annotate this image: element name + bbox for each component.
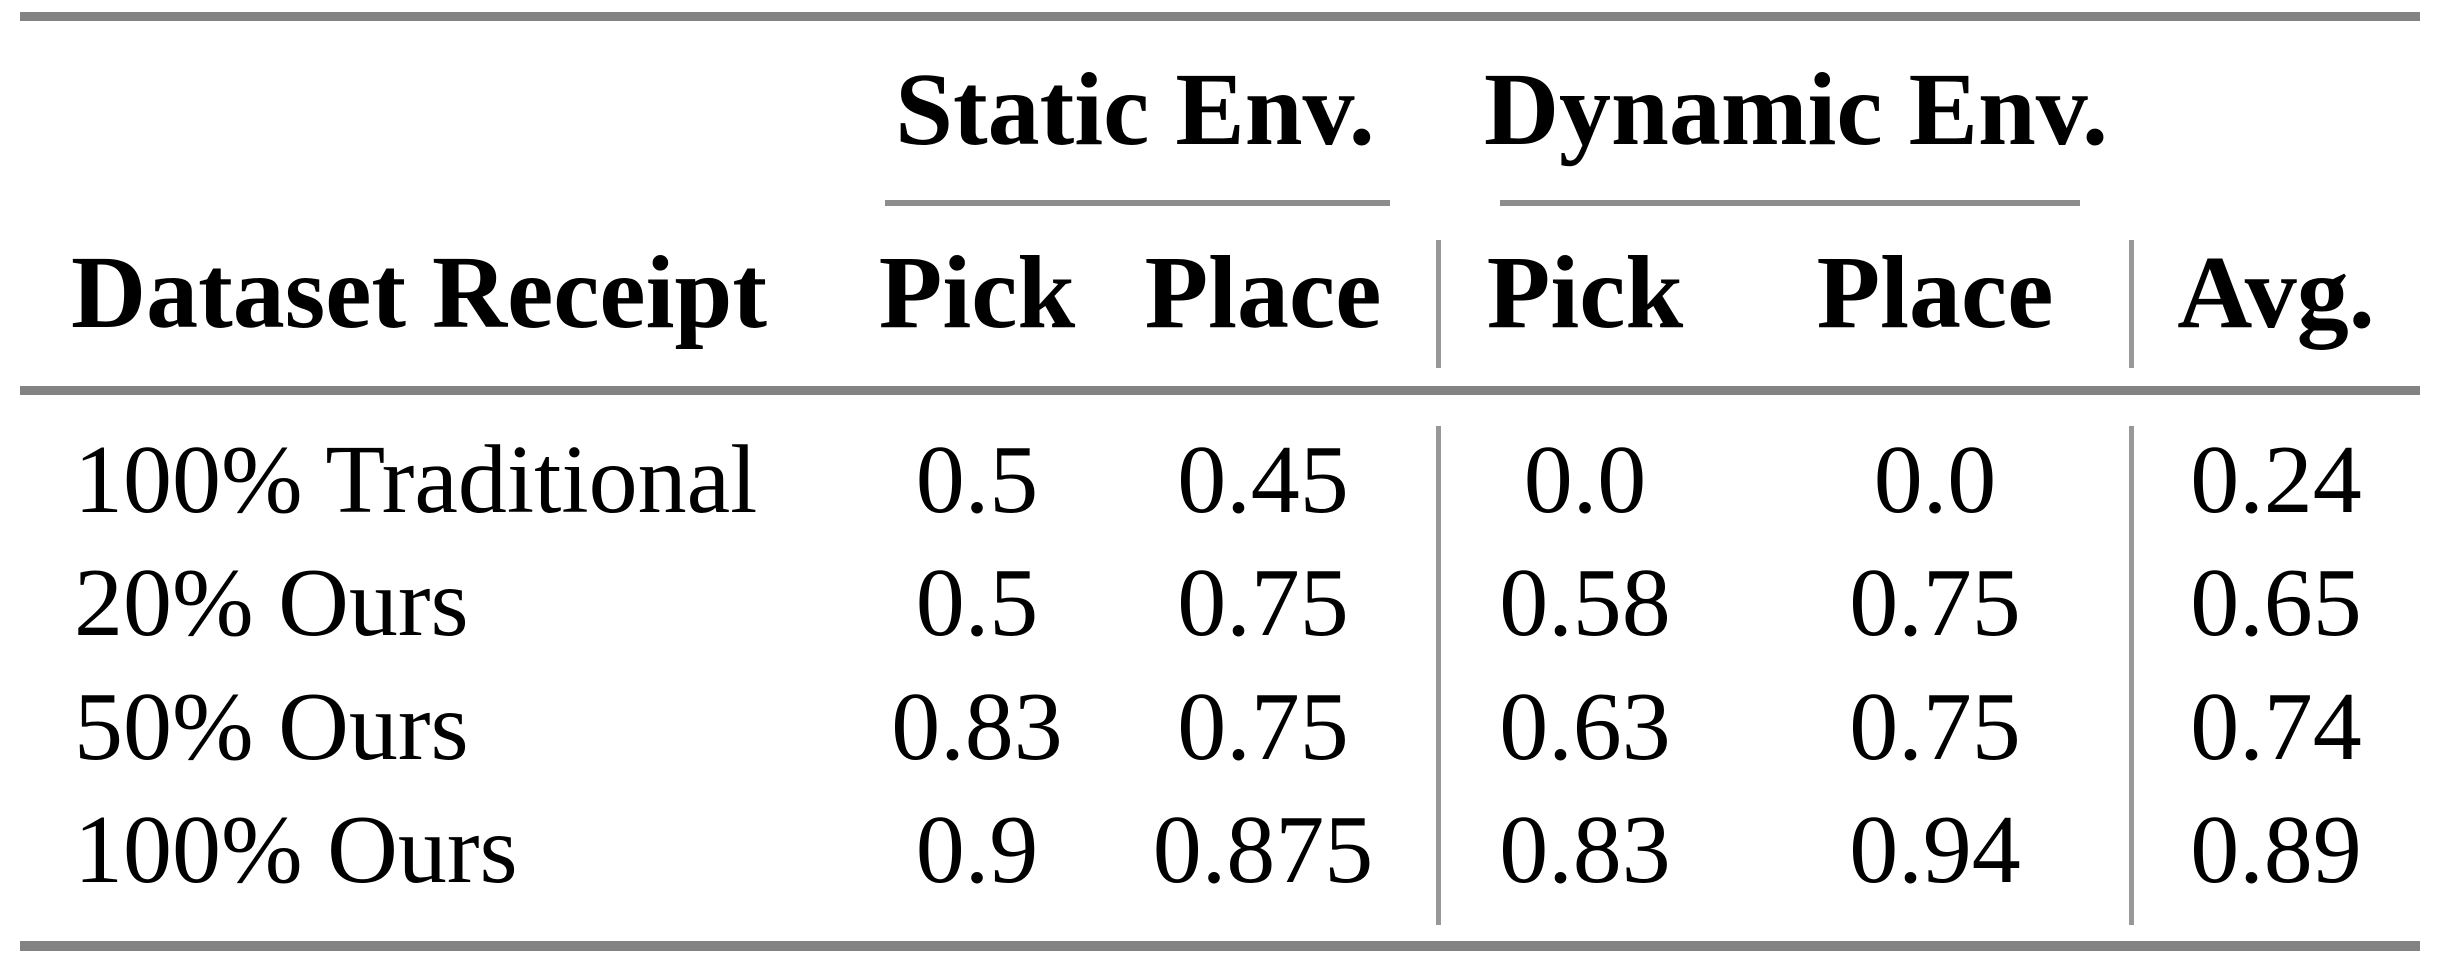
vertical-rule-dynamic-avg-body — [2129, 426, 2134, 925]
column-header-static-place: Place — [1144, 235, 1382, 350]
vertical-rule-static-dynamic-body — [1436, 426, 1441, 925]
static-place-value: 0.875 — [1152, 796, 1374, 904]
static-pick-value: 0.5 — [915, 426, 1039, 534]
dynamic-pick-value: 0.0 — [1523, 426, 1647, 534]
dynamic-place-value: 0.75 — [1849, 549, 2021, 657]
dynamic-pick-value: 0.63 — [1499, 673, 1671, 781]
column-header-static-pick: Pick — [878, 235, 1076, 350]
dynamic-pick-value: 0.83 — [1499, 796, 1671, 904]
static-pick-value: 0.9 — [915, 796, 1039, 904]
column-header-dynamic-pick: Pick — [1486, 235, 1684, 350]
row-label: 100% Traditional — [74, 426, 758, 534]
dynamic-env-cmidrule — [1500, 200, 2080, 206]
group-header-static-env: Static Env. — [895, 52, 1375, 167]
table-header-rule — [20, 386, 2420, 395]
row-label: 100% Ours — [74, 796, 518, 904]
dynamic-pick-value: 0.58 — [1499, 549, 1671, 657]
static-place-value: 0.75 — [1177, 549, 1349, 657]
column-header-dataset-receipt: Dataset Receipt — [71, 235, 767, 350]
column-header-avg: Avg. — [2177, 235, 2375, 350]
dynamic-place-value: 0.94 — [1849, 796, 2021, 904]
avg-value: 0.74 — [2190, 673, 2362, 781]
static-pick-value: 0.5 — [915, 549, 1039, 657]
group-header-dynamic-env: Dynamic Env. — [1483, 52, 2109, 167]
vertical-rule-dynamic-avg-header — [2129, 240, 2134, 368]
dynamic-place-value: 0.75 — [1849, 673, 2021, 781]
static-place-value: 0.45 — [1177, 426, 1349, 534]
row-label: 50% Ours — [74, 673, 469, 781]
table-bottom-rule — [20, 941, 2420, 951]
avg-value: 0.89 — [2190, 796, 2362, 904]
static-pick-value: 0.83 — [891, 673, 1063, 781]
column-header-dynamic-place: Place — [1816, 235, 2054, 350]
vertical-rule-static-dynamic-header — [1436, 240, 1441, 368]
static-place-value: 0.75 — [1177, 673, 1349, 781]
avg-value: 0.65 — [2190, 549, 2362, 657]
avg-value: 0.24 — [2190, 426, 2362, 534]
table-top-rule — [20, 12, 2420, 21]
static-env-cmidrule — [885, 200, 1390, 206]
row-label: 20% Ours — [74, 549, 469, 657]
dynamic-place-value: 0.0 — [1873, 426, 1997, 534]
